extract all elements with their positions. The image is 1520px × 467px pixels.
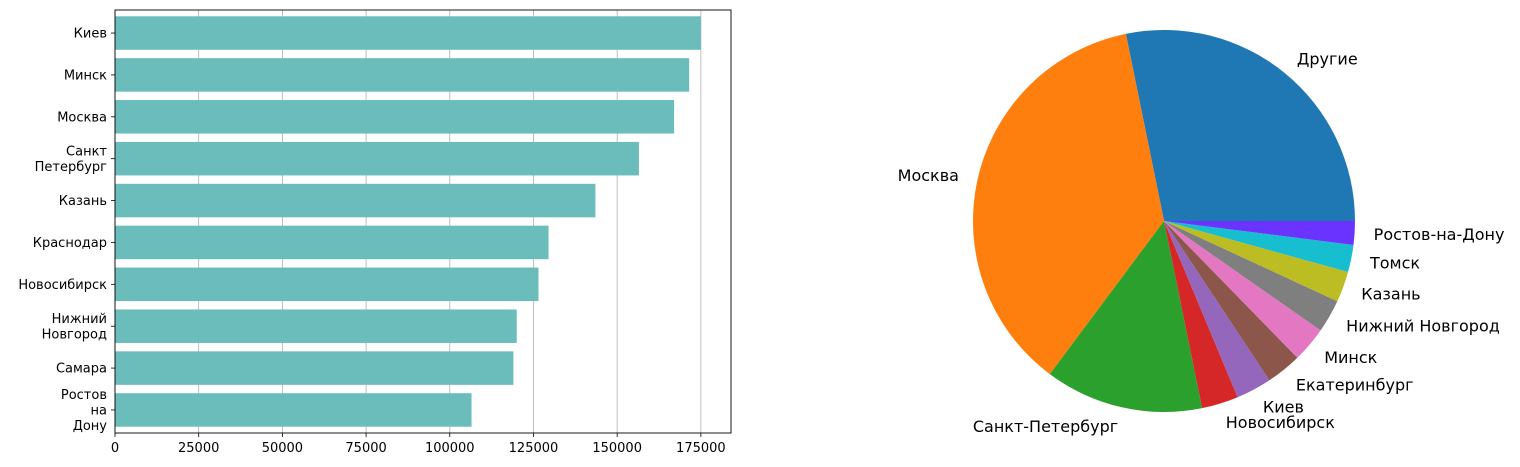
bar <box>115 16 701 50</box>
bar <box>115 267 539 302</box>
pie-slice <box>1164 221 1338 331</box>
pie-slice <box>1049 221 1203 412</box>
x-tick-label: 100000 <box>425 441 475 456</box>
y-tick-label: Самара <box>56 362 107 377</box>
pie-slice <box>1164 221 1321 358</box>
pie-slice <box>1164 221 1270 398</box>
pie-label: Нижний Новгород <box>1346 317 1500 336</box>
pie-label: Другие <box>1297 49 1358 68</box>
x-tick-label: 50000 <box>262 441 303 456</box>
bar-chart: Киев Минск Москва Санкт Петербург Казань Красн… <box>18 9 732 456</box>
y-tick-label: Краснодар <box>33 236 107 251</box>
bar <box>115 393 472 427</box>
pie-label: Казань <box>1361 284 1420 303</box>
x-tick-label: 0 <box>111 441 119 456</box>
pie-slice <box>1125 29 1355 221</box>
y-tick-label: Казань <box>59 194 107 209</box>
bar <box>115 225 549 260</box>
pie-slice <box>1164 221 1238 409</box>
bar <box>115 309 517 343</box>
bar <box>115 351 514 385</box>
axes-frame <box>114 9 732 434</box>
pie-slice <box>973 33 1164 375</box>
y-tick-label: Москва <box>57 110 107 125</box>
pie-chart: Другие Москва Санкт-Петербург НовосибирскКи… <box>898 29 1505 436</box>
pie-label: Минск <box>1324 348 1377 367</box>
y-tick-label: Новосибирск <box>18 278 107 293</box>
pie-slice <box>1164 221 1349 302</box>
bar <box>115 100 675 134</box>
pie-label: Новосибирск <box>1226 413 1335 432</box>
bar <box>115 183 596 218</box>
pie-label: Москва <box>898 166 959 185</box>
y-tick-label: Нижний Новгород <box>42 312 107 343</box>
pie-label: Санкт-Петербург <box>973 417 1118 436</box>
x-tick-label: 175000 <box>676 441 726 456</box>
bar <box>115 141 639 176</box>
pie-slice <box>1164 221 1354 272</box>
bar <box>115 58 690 92</box>
x-tick-label: 75000 <box>345 441 386 456</box>
pie-label: Екатеринбург <box>1296 376 1414 395</box>
pie-slice <box>1164 221 1298 381</box>
pie-slice <box>1164 221 1355 245</box>
pie-label: Киев <box>1263 397 1304 416</box>
pie-label: Томск <box>1369 253 1420 272</box>
x-tick-label: 25000 <box>178 441 219 456</box>
y-tick-label: Санкт Петербург <box>35 144 108 175</box>
y-tick-label: Минск <box>64 68 107 83</box>
x-tick-label: 125000 <box>509 441 559 456</box>
x-tick-label: 150000 <box>592 441 642 456</box>
pie-label: Ростов-на-Дону <box>1374 225 1505 244</box>
y-tick-label: Киев <box>74 27 107 42</box>
y-tick-label: Ростов на Дону <box>61 388 107 434</box>
